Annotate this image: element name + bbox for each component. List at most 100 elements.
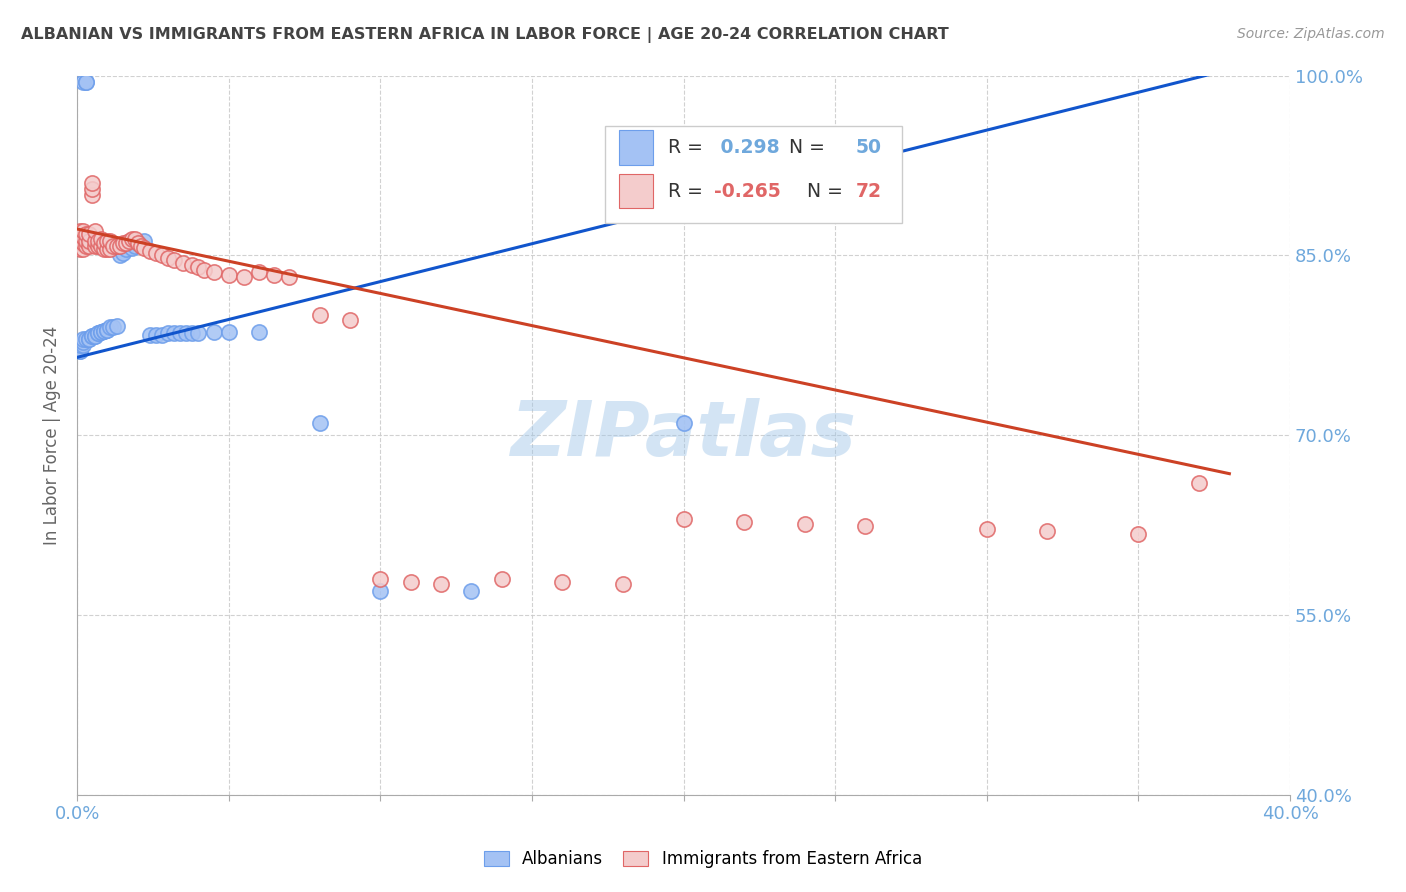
Point [93, 236, 115, 251]
Text: N =: N = [778, 138, 831, 157]
Point [174, 326, 197, 341]
Point [96, 243, 118, 257]
Point [121, 232, 143, 246]
Point [96, 234, 118, 248]
Point [187, 260, 209, 275]
Point [111, 236, 134, 251]
Point [77, 239, 100, 253]
Point [82, 182, 104, 196]
Point [232, 270, 254, 285]
Point [96, 323, 118, 337]
Y-axis label: In Labor Force | Age 20-24: In Labor Force | Age 20-24 [44, 326, 60, 545]
Point [84, 328, 107, 343]
Point [100, 234, 122, 248]
Text: Source: ZipAtlas.com: Source: ZipAtlas.com [1237, 27, 1385, 41]
Point [612, 577, 634, 591]
Point [124, 239, 146, 253]
Point [399, 574, 422, 589]
Point [82, 188, 104, 202]
Text: 0.298: 0.298 [714, 138, 779, 157]
Point [105, 239, 128, 253]
Point [793, 516, 815, 531]
Point [430, 577, 453, 591]
Point [202, 265, 225, 279]
Point [69, 230, 91, 244]
Point [90, 325, 112, 339]
Point [72, 332, 94, 346]
Point [84, 234, 107, 248]
Point [72, 236, 94, 251]
Point [84, 239, 107, 253]
Point [129, 239, 152, 253]
Point [150, 327, 173, 342]
Text: N =: N = [801, 182, 849, 201]
Point [672, 417, 695, 431]
Point [75, 239, 97, 253]
Point [370, 584, 392, 599]
Point [491, 572, 513, 586]
Point [72, 338, 94, 352]
Point [93, 243, 115, 257]
Legend: Albanians, Immigrants from Eastern Africa: Albanians, Immigrants from Eastern Afric… [477, 844, 929, 875]
Point [72, 224, 94, 238]
Text: R =: R = [668, 182, 709, 201]
Point [157, 251, 180, 265]
Point [87, 239, 110, 253]
Point [77, 332, 100, 346]
Point [163, 253, 186, 268]
Text: 72: 72 [856, 182, 882, 201]
Point [278, 270, 301, 285]
Point [150, 248, 173, 262]
Point [218, 325, 240, 339]
Point [855, 519, 877, 533]
FancyBboxPatch shape [619, 174, 654, 209]
Point [105, 319, 128, 334]
Point [69, 344, 91, 359]
Point [111, 246, 134, 260]
Point [75, 234, 97, 248]
Point [75, 74, 97, 88]
Point [90, 239, 112, 253]
Point [72, 74, 94, 88]
Point [181, 258, 204, 272]
Point [72, 230, 94, 244]
Point [90, 232, 112, 246]
Point [96, 323, 118, 337]
Text: -0.265: -0.265 [714, 182, 780, 201]
Point [247, 265, 270, 279]
Point [108, 248, 131, 262]
Point [121, 241, 143, 255]
Point [733, 515, 755, 529]
Point [82, 328, 104, 343]
Point [87, 234, 110, 248]
Point [127, 236, 149, 251]
Point [84, 224, 107, 238]
Point [75, 227, 97, 241]
Point [127, 236, 149, 251]
Point [124, 232, 146, 246]
Point [1036, 524, 1059, 539]
Point [308, 417, 330, 431]
Point [93, 324, 115, 338]
Point [84, 328, 107, 343]
Text: R =: R = [668, 138, 709, 157]
FancyBboxPatch shape [605, 126, 901, 223]
Point [202, 325, 225, 339]
Point [145, 246, 167, 260]
Point [193, 262, 215, 277]
Point [87, 326, 110, 341]
Point [72, 334, 94, 349]
Point [114, 236, 136, 251]
Point [172, 255, 194, 269]
Point [169, 326, 191, 341]
Point [108, 239, 131, 253]
Point [69, 243, 91, 257]
Point [145, 327, 167, 342]
Point [72, 243, 94, 257]
Point [163, 326, 186, 341]
Point [976, 522, 998, 536]
Point [247, 325, 270, 339]
Point [460, 584, 482, 599]
FancyBboxPatch shape [619, 130, 654, 165]
Point [87, 326, 110, 341]
